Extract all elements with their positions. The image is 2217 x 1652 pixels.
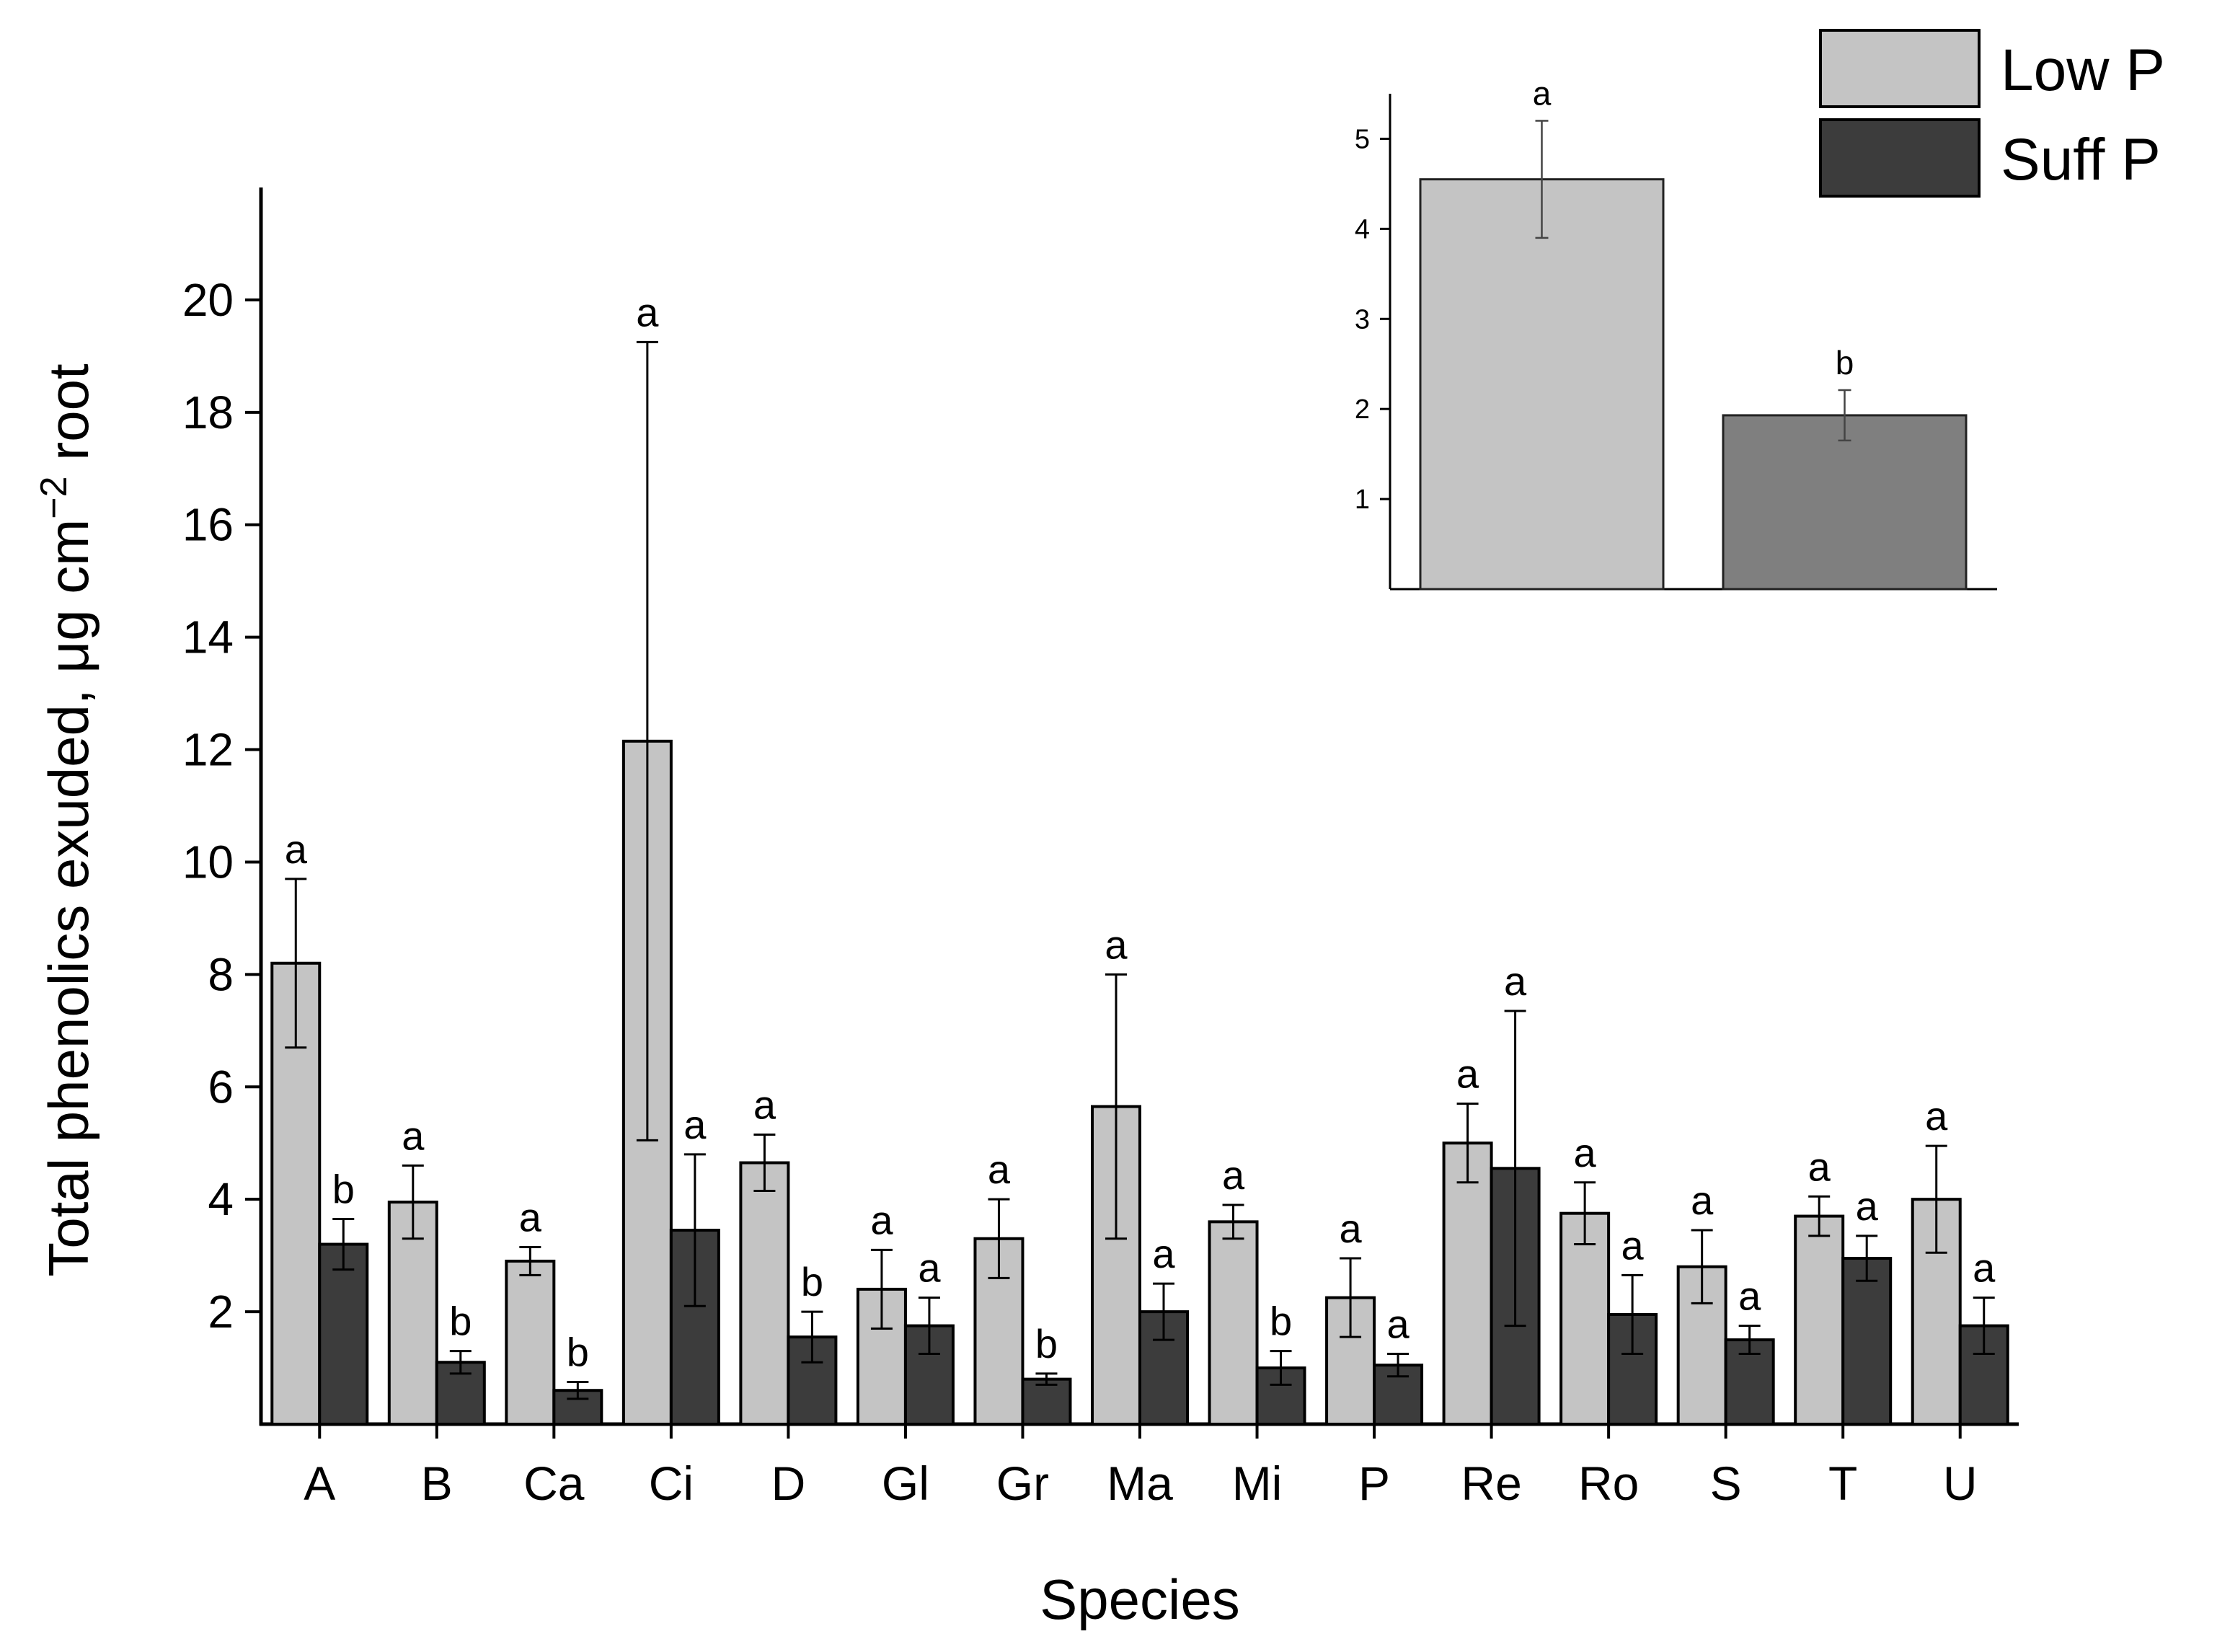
x-tick-label-T: T (1828, 1457, 1857, 1510)
sig-label-low-p-Ma: a (1105, 922, 1128, 967)
legend-swatch-low-p (1819, 29, 1981, 108)
sig-label-low-p-B: a (402, 1113, 425, 1158)
sig-label-low-p-D: a (753, 1082, 776, 1128)
sig-label-suff-p-P: a (1386, 1302, 1410, 1347)
inset-sig-label-low-p: a (1533, 74, 1552, 112)
bar-low-p-A (270, 961, 322, 1426)
legend-label-suff-p: Suff P (2001, 127, 2161, 193)
bar-suff-p-A (318, 1242, 369, 1426)
y-axis-title-main: Total phenolics exuded, μg cm (37, 519, 100, 1277)
legend: Low P Suff P (1819, 29, 2165, 198)
sig-label-suff-p-S: a (1738, 1273, 1761, 1319)
sig-label-low-p-S: a (1691, 1178, 1714, 1223)
x-tick-label-A: A (304, 1457, 335, 1510)
y-tick-label-18: 18 (182, 387, 234, 438)
bar-low-p-T (1794, 1214, 1845, 1426)
sig-label-suff-p-Ci: a (683, 1102, 707, 1147)
x-tick-label-Mi: Mi (1232, 1457, 1283, 1510)
sig-label-suff-p-A: b (332, 1166, 355, 1211)
y-tick-label-14: 14 (182, 611, 234, 663)
bar-suff-p-T (1841, 1257, 1893, 1426)
x-tick-label-Ca: Ca (523, 1457, 585, 1510)
x-tick-label-B: B (421, 1457, 453, 1510)
sig-label-low-p-A: a (285, 826, 308, 872)
sig-label-suff-p-Gl: a (918, 1245, 941, 1291)
x-tick-label-P: P (1358, 1457, 1390, 1510)
x-tick-label-Gr: Gr (996, 1457, 1049, 1510)
inset-y-tick-label-1: 1 (1355, 485, 1370, 515)
y-tick-label-12: 12 (182, 724, 234, 776)
y-tick-label-8: 8 (208, 948, 234, 1000)
sig-label-suff-p-D: b (801, 1259, 823, 1304)
inset-y-tick-label-5: 5 (1355, 124, 1370, 154)
bar-suff-p-Gr (1021, 1377, 1072, 1426)
x-tick-label-Re: Re (1461, 1457, 1521, 1510)
sig-label-low-p-Ro: a (1574, 1130, 1597, 1175)
sig-label-low-p-Ci: a (636, 289, 659, 335)
bar-low-p-Mi (1208, 1220, 1259, 1426)
y-tick-label-2: 2 (208, 1286, 234, 1338)
bar-low-p-D (739, 1161, 790, 1426)
sig-label-suff-p-Re: a (1504, 958, 1527, 1004)
sig-label-low-p-P: a (1339, 1206, 1362, 1251)
sig-label-suff-p-Ro: a (1621, 1222, 1645, 1268)
inset-y-tick-label-2: 2 (1355, 394, 1370, 425)
y-tick-label-10: 10 (182, 836, 234, 888)
sig-label-low-p-Ca: a (519, 1194, 542, 1240)
x-tick-label-Ma: Ma (1107, 1457, 1173, 1510)
sig-label-suff-p-T: a (1856, 1183, 1879, 1229)
sig-label-suff-p-B: b (449, 1299, 472, 1344)
x-tick-label-Ci: Ci (649, 1457, 694, 1510)
inset-y-tick-label-4: 4 (1355, 214, 1370, 244)
y-axis-title-superscript: −2 (33, 476, 75, 518)
bar-low-p-Ca (505, 1259, 556, 1426)
y-tick-label-6: 6 (208, 1061, 234, 1113)
sig-label-suff-p-U: a (1973, 1245, 1996, 1291)
sig-label-low-p-Gl: a (870, 1197, 893, 1242)
legend-swatch-suff-p (1819, 118, 1981, 198)
x-tick-label-U: U (1943, 1457, 1978, 1510)
y-tick-label-16: 16 (182, 499, 234, 551)
inset-y-tick-label-3: 3 (1355, 304, 1370, 335)
y-tick-label-4: 4 (208, 1173, 234, 1225)
inset-bar-low-p (1419, 178, 1665, 591)
sig-label-low-p-T: a (1808, 1144, 1831, 1189)
x-tick-label-S: S (1710, 1457, 1742, 1510)
sig-label-low-p-Re: a (1456, 1051, 1479, 1097)
legend-label-low-p: Low P (2001, 37, 2165, 103)
sig-label-low-p-U: a (1925, 1093, 1948, 1139)
sig-label-low-p-Mi: a (1222, 1152, 1245, 1198)
x-tick-label-D: D (771, 1457, 806, 1510)
y-axis-title: Total phenolics exuded, μg cm−2 root (33, 363, 100, 1277)
y-tick-label-20: 20 (182, 274, 234, 326)
bar-low-p-Re (1442, 1141, 1493, 1426)
sig-label-suff-p-Ca: b (567, 1330, 589, 1375)
inset-sig-label-suff-p: b (1836, 344, 1854, 381)
sig-label-suff-p-Gr: b (1035, 1321, 1058, 1366)
x-tick-label-Ro: Ro (1578, 1457, 1639, 1510)
y-axis-title-suffix: root (37, 363, 100, 476)
x-tick-label-Gl: Gl (882, 1457, 929, 1510)
sig-label-low-p-Gr: a (988, 1147, 1011, 1192)
x-axis-title: Species (1040, 1568, 1240, 1631)
main-plot: 2468101214161820AabBabCaabCiaaDabGlaaGra… (33, 187, 2019, 1631)
sig-label-suff-p-Ma: a (1152, 1231, 1175, 1276)
inset-bar-suff-p (1722, 414, 1968, 591)
inset-plot: 1 2 3 4 5 a b (1355, 74, 1997, 591)
sig-label-suff-p-Mi: b (1270, 1299, 1292, 1344)
